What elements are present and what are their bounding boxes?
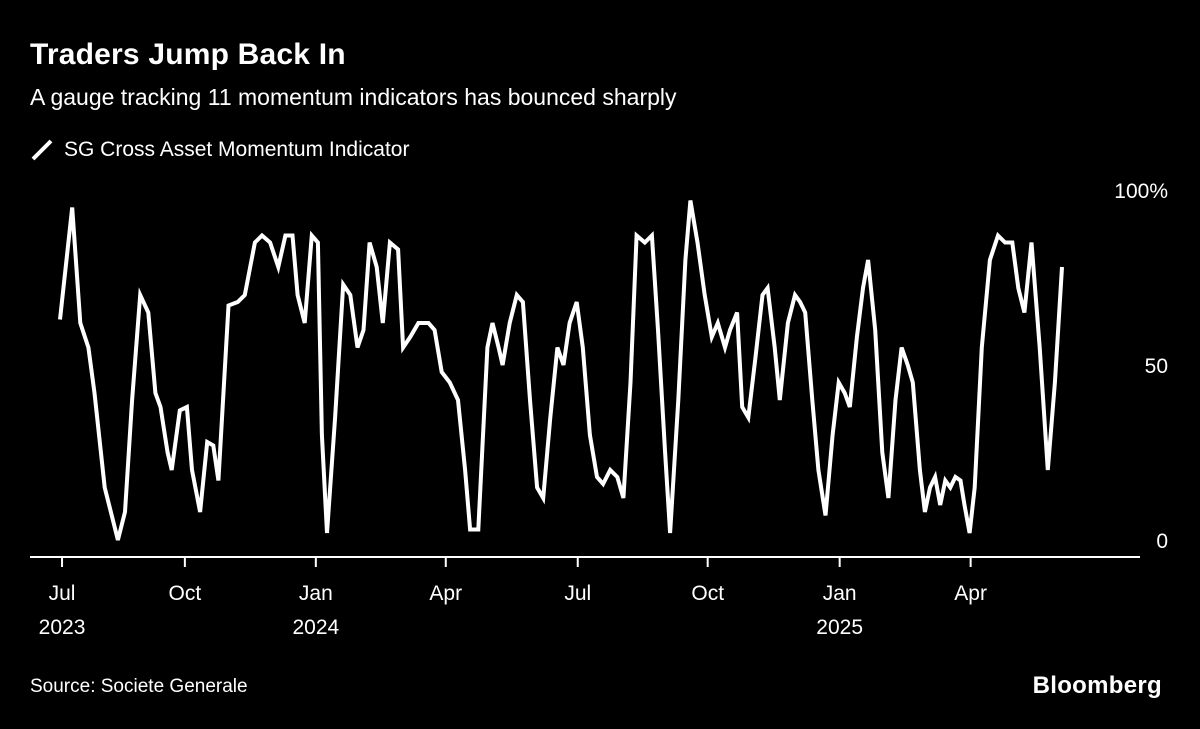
x-axis-year-label: 2023	[39, 616, 86, 639]
chart-title: Traders Jump Back In	[30, 38, 346, 71]
x-axis-year-label: 2025	[816, 616, 863, 639]
chart-legend: SG Cross Asset Momentum Indicator	[30, 138, 409, 162]
x-axis-month-label: Oct	[691, 582, 724, 605]
bloomberg-logo: Bloomberg	[1032, 672, 1162, 699]
x-axis-month-label: Jan	[823, 582, 857, 605]
x-axis-month-label: Oct	[169, 582, 202, 605]
line-series-swatch-icon	[30, 138, 54, 162]
chart-subtitle: A gauge tracking 11 momentum indicators …	[30, 84, 677, 110]
legend-series-label: SG Cross Asset Momentum Indicator	[64, 138, 410, 161]
y-axis-label: 0	[1156, 530, 1168, 553]
y-axis-label: 100%	[1114, 180, 1168, 203]
x-axis-month-label: Jul	[49, 582, 76, 605]
momentum-indicator-line	[58, 200, 1064, 541]
x-axis-month-label: Jul	[564, 582, 591, 605]
x-axis-month-label: Apr	[429, 582, 462, 605]
y-axis-label: 50	[1145, 355, 1168, 378]
x-axis-month-label: Jan	[299, 582, 333, 605]
source-attribution: Source: Societe Generale	[30, 676, 248, 697]
x-axis-month-label: Apr	[954, 582, 987, 605]
x-axis-year-label: 2024	[292, 616, 339, 639]
